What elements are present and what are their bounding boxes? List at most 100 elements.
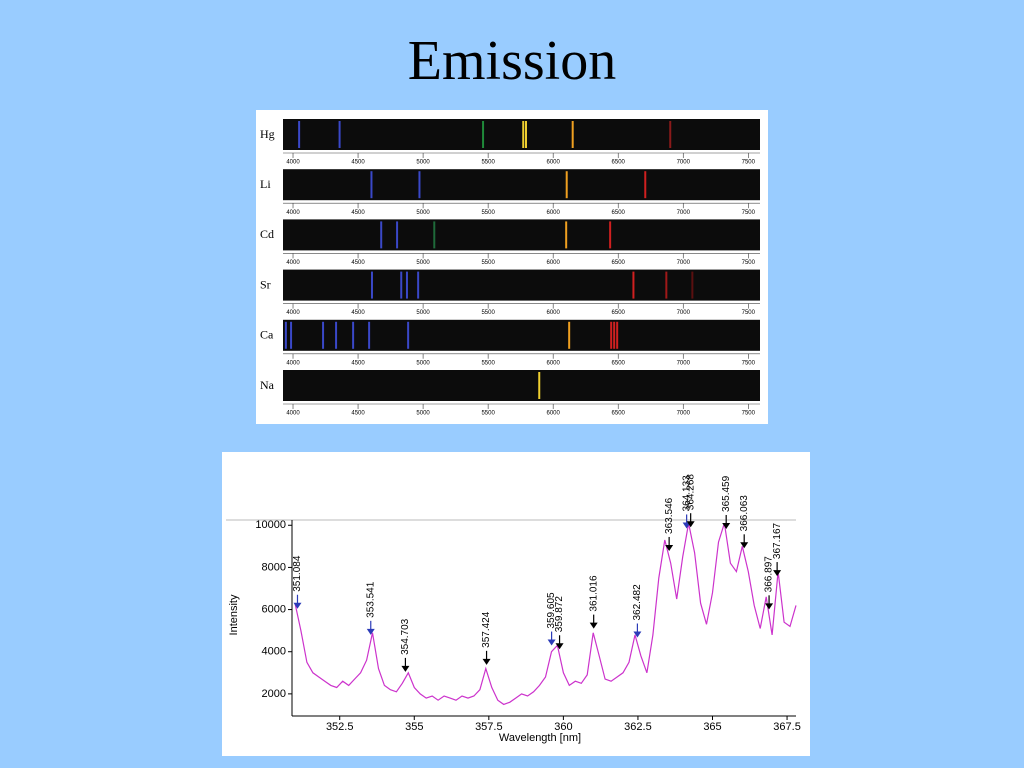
tick-label: 6000 <box>546 310 560 316</box>
spectral-line <box>335 321 338 349</box>
spectrum-strip <box>283 119 760 150</box>
y-tick-label: 10000 <box>255 519 286 531</box>
annotation-label: 367.167 <box>772 522 783 559</box>
spectral-line <box>565 171 568 199</box>
spectral-line <box>418 171 421 199</box>
spectrum-strip <box>283 219 760 251</box>
spectral-line <box>522 121 525 148</box>
x-tick-label: 365 <box>703 721 721 733</box>
spectral-line <box>290 321 293 349</box>
arrow-head <box>589 622 598 629</box>
x-tick-label: 352.5 <box>326 721 354 733</box>
tick-label: 5500 <box>481 210 495 216</box>
tick-label: 7500 <box>742 260 756 266</box>
tick-label: 4000 <box>286 310 300 316</box>
x-tick-label: 367.5 <box>773 721 801 733</box>
arrow-head <box>665 544 674 551</box>
arrow-head <box>482 658 491 665</box>
spectral-line <box>298 121 301 148</box>
annotation-label: 357.424 <box>481 611 492 648</box>
spectrum-strip <box>283 319 760 351</box>
arrow-head <box>401 665 410 672</box>
spectral-line <box>433 221 436 249</box>
annotation-label: 362.482 <box>632 584 643 621</box>
tick-label: 6500 <box>612 210 626 216</box>
tick-label: 5500 <box>481 310 495 316</box>
arrow-head <box>555 643 564 650</box>
spectral-line <box>616 321 619 349</box>
tick-label: 5000 <box>416 411 430 417</box>
annotation-label: 353.541 <box>365 581 376 618</box>
tick-label: 4500 <box>351 260 365 266</box>
tick-label: 6000 <box>546 260 560 266</box>
tick-label: 7500 <box>742 160 756 166</box>
spectral-line <box>644 171 647 199</box>
tick-label: 6500 <box>612 360 626 366</box>
tick-label: 7000 <box>677 160 691 166</box>
arrow-head <box>765 603 774 610</box>
y-tick-label: 8000 <box>262 561 286 573</box>
tick-label: 4000 <box>286 411 300 417</box>
tick-label: 4500 <box>351 160 365 166</box>
annotation-label: 364.268 <box>685 474 696 511</box>
annotation-label: 364.133 <box>681 475 692 512</box>
spectral-line <box>568 321 571 349</box>
y-axis-label: Intensity <box>228 594 240 635</box>
spectrum-strip <box>283 269 760 301</box>
spectrum-strip <box>283 169 760 201</box>
annotation-label: 354.703 <box>400 618 411 655</box>
tick-label: 5500 <box>481 260 495 266</box>
arrow-head <box>722 522 731 529</box>
spectral-line <box>284 321 287 349</box>
spectral-line <box>524 121 527 148</box>
tick-label: 7000 <box>677 260 691 266</box>
tick-label: 5000 <box>416 310 430 316</box>
arrow-head <box>686 521 695 528</box>
tick-label: 7500 <box>742 210 756 216</box>
spectral-line <box>610 321 613 349</box>
tick-label: 4500 <box>351 411 365 417</box>
spectral-line <box>571 121 574 148</box>
annotation-label: 365.459 <box>721 475 732 512</box>
tick-label: 4000 <box>286 210 300 216</box>
element-label: Ca <box>260 328 274 342</box>
spectral-line <box>370 171 373 199</box>
chart-panel <box>222 452 810 756</box>
element-label: Cd <box>260 227 274 241</box>
element-label: Na <box>260 378 275 392</box>
tick-label: 6000 <box>546 160 560 166</box>
tick-label: 6000 <box>546 411 560 417</box>
tick-label: 7000 <box>677 411 691 417</box>
tick-label: 4500 <box>351 210 365 216</box>
tick-label: 4000 <box>286 160 300 166</box>
spectral-line <box>338 121 341 148</box>
tick-label: 5000 <box>416 210 430 216</box>
tick-label: 7500 <box>742 310 756 316</box>
spectrum-strip <box>283 370 760 401</box>
tick-label: 5000 <box>416 160 430 166</box>
spectral-line <box>565 221 568 249</box>
spectral-line <box>669 121 672 148</box>
spectral-line <box>370 271 373 299</box>
spectral-line <box>632 271 635 299</box>
x-axis-label: Wavelength [nm] <box>499 732 581 744</box>
tick-label: 4500 <box>351 360 365 366</box>
arrow-head <box>293 602 302 609</box>
tick-label: 7500 <box>742 411 756 417</box>
annotation-label: 359.605 <box>546 592 557 629</box>
spectral-line <box>691 271 694 299</box>
y-tick-label: 6000 <box>262 603 286 615</box>
y-tick-label: 2000 <box>262 688 286 700</box>
tick-label: 5000 <box>416 360 430 366</box>
arrow-head <box>633 631 642 638</box>
tick-label: 6000 <box>546 210 560 216</box>
spectrum-line <box>294 523 797 706</box>
x-tick-label: 355 <box>405 721 423 733</box>
spectral-line <box>396 221 399 249</box>
tick-label: 5000 <box>416 260 430 266</box>
arrow-head <box>366 628 375 635</box>
spectral-line <box>352 321 355 349</box>
tick-label: 5500 <box>481 411 495 417</box>
tick-label: 7000 <box>677 310 691 316</box>
annotation-label: 361.016 <box>588 575 599 612</box>
